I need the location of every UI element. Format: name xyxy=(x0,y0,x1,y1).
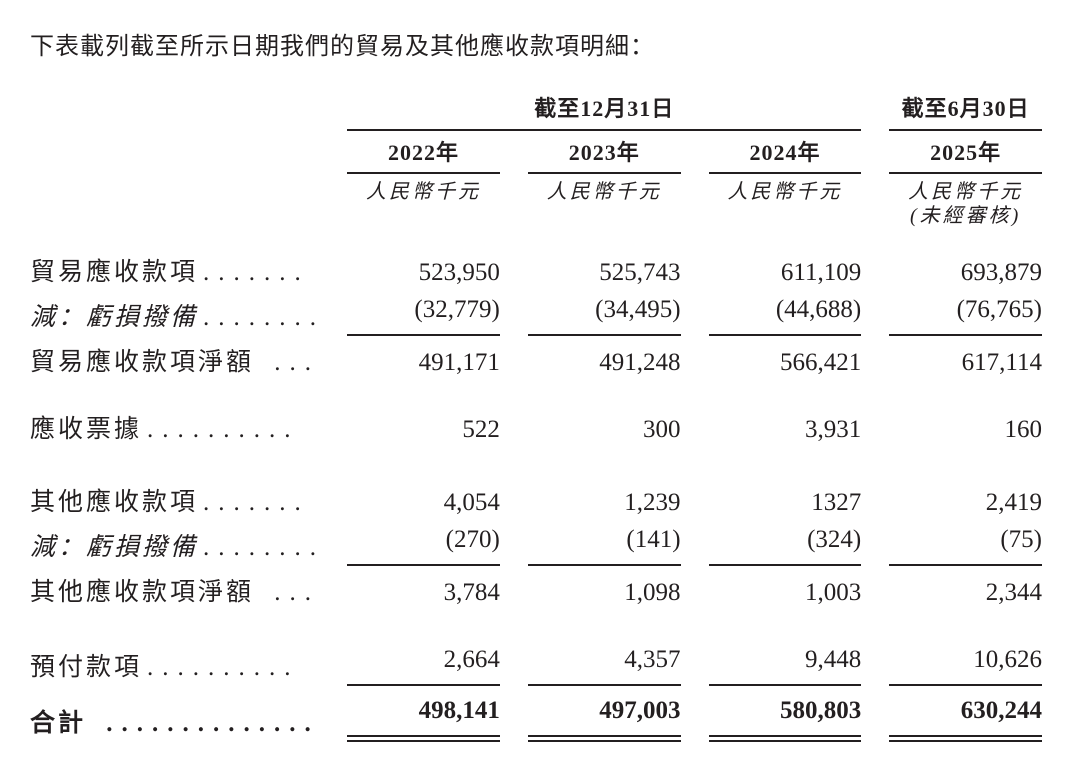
cell-value: (270) xyxy=(347,521,500,566)
document-page: 下表載列截至所示日期我們的貿易及其他應收款項明細： 截至12月31日 截至6月3… xyxy=(30,34,1042,742)
row-label: 其他應收款項....... xyxy=(30,489,310,516)
unit-label: 人民幣千元 xyxy=(908,181,1024,203)
table-row-other-receivables-net: 其他應收款項淨額 ... 3,784 1,098 1,003 2,344 xyxy=(30,566,1042,611)
header-year-2022: 2022年 xyxy=(347,131,500,174)
cell-value: 4,357 xyxy=(527,641,681,686)
spacer-row xyxy=(30,381,1042,411)
spacer-row xyxy=(30,228,1042,254)
receivables-table: 截至12月31日 截至6月30日 2022年 2023年 2024年 2025年… xyxy=(30,94,1042,742)
dot-leader: .......... xyxy=(147,654,300,681)
unaudited-note: (未經審核) xyxy=(910,205,1022,227)
table-row-trade-receivables-net: 貿易應收款項淨額 ... 491,171 491,248 566,421 617… xyxy=(30,336,1042,381)
cell-value: 566,421 xyxy=(780,349,862,376)
cell-value: (324) xyxy=(708,521,862,566)
header-unit-row: 人民幣千元 人民幣千元 人民幣千元 人民幣千元 (未經審核) xyxy=(30,174,1042,228)
cell-total-value: 580,803 xyxy=(708,686,862,742)
cell-value: 617,114 xyxy=(961,349,1042,376)
cell-total-value: 630,244 xyxy=(889,686,1042,742)
row-label: 減：虧損撥備........ xyxy=(30,304,326,331)
dot-leader: ........ xyxy=(203,304,326,331)
row-label: 貿易應收款項....... xyxy=(30,259,310,286)
cell-value: (32,779) xyxy=(347,291,500,336)
row-label-total: 合計 .............. xyxy=(30,710,320,737)
unit-label: 人民幣千元 xyxy=(546,181,662,203)
cell-value: (141) xyxy=(527,521,681,566)
cell-value: (44,688) xyxy=(708,291,862,336)
cell-value: 523,950 xyxy=(418,259,500,286)
cell-value: 2,344 xyxy=(985,579,1042,606)
table-row-bills-receivable: 應收票據.......... 522 300 3,931 160 xyxy=(30,411,1042,448)
row-label: 減：虧損撥備........ xyxy=(30,534,326,561)
header-year-2024: 2024年 xyxy=(708,131,862,174)
header-gap xyxy=(861,94,889,131)
cell-total-value: 497,003 xyxy=(527,686,681,742)
cell-value: 3,784 xyxy=(443,579,500,606)
dot-leader: ....... xyxy=(203,259,310,286)
spacer-row xyxy=(30,448,1042,484)
intro-text: 下表載列截至所示日期我們的貿易及其他應收款項明細： xyxy=(30,34,655,60)
cell-total-value: 498,141 xyxy=(347,686,500,742)
dot-leader: ... xyxy=(259,579,321,606)
table-row-prepayments: 預付款項.......... 2,664 4,357 9,448 10,626 xyxy=(30,641,1042,686)
unit-label-unaudited: 人民幣千元 (未經審核) xyxy=(889,174,1042,228)
dot-leader: .............. xyxy=(91,710,320,737)
dot-leader: .......... xyxy=(147,416,300,443)
unit-label: 人民幣千元 xyxy=(727,181,843,203)
cell-value: 491,171 xyxy=(418,349,500,376)
cell-value: (75) xyxy=(889,521,1042,566)
header-year-2025: 2025年 xyxy=(889,131,1042,174)
cell-value: 4,054 xyxy=(443,489,500,516)
cell-value: 491,248 xyxy=(599,349,681,376)
cell-value: 2,419 xyxy=(985,489,1042,516)
cell-value: (34,495) xyxy=(527,291,681,336)
header-spacer xyxy=(30,94,347,131)
table-row-total: 合計 .............. 498,141 497,003 580,80… xyxy=(30,686,1042,742)
cell-value: (76,765) xyxy=(889,291,1042,336)
row-label: 應收票據.......... xyxy=(30,416,300,443)
cell-value: 1327 xyxy=(811,489,862,516)
row-label: 其他應收款項淨額 ... xyxy=(30,579,321,606)
spacer-row xyxy=(30,611,1042,641)
cell-value: 1,239 xyxy=(624,489,681,516)
table-row-loss-allowance-other: 減：虧損撥備........ (270) (141) (324) (75) xyxy=(30,521,1042,566)
header-group-dec31: 截至12月31日 xyxy=(347,94,862,131)
header-group-jun30: 截至6月30日 xyxy=(889,94,1042,131)
cell-value: 160 xyxy=(1004,416,1043,443)
unit-label: 人民幣千元 xyxy=(366,181,482,203)
cell-value: 1,003 xyxy=(805,579,862,606)
dot-leader: ........ xyxy=(203,534,326,561)
cell-value: 522 xyxy=(462,416,500,443)
table-row-loss-allowance-trade: 減：虧損撥備........ (32,779) (34,495) (44,688… xyxy=(30,291,1042,336)
dot-leader: ... xyxy=(259,349,321,376)
cell-value: 525,743 xyxy=(599,259,681,286)
cell-value: 10,626 xyxy=(889,641,1042,686)
dot-leader: ....... xyxy=(203,489,310,516)
header-year-row: 2022年 2023年 2024年 2025年 xyxy=(30,131,1042,174)
row-label: 貿易應收款項淨額 ... xyxy=(30,349,321,376)
row-label: 預付款項.......... xyxy=(30,654,300,681)
table-row-other-receivables: 其他應收款項....... 4,054 1,239 1327 2,419 xyxy=(30,484,1042,521)
table-row-trade-receivables: 貿易應收款項....... 523,950 525,743 611,109 69… xyxy=(30,254,1042,291)
header-group-row: 截至12月31日 截至6月30日 xyxy=(30,94,1042,131)
cell-value: 1,098 xyxy=(624,579,681,606)
cell-value: 693,879 xyxy=(960,259,1042,286)
cell-value: 2,664 xyxy=(347,641,500,686)
cell-value: 611,109 xyxy=(780,259,862,286)
cell-value: 9,448 xyxy=(708,641,862,686)
cell-value: 300 xyxy=(643,416,681,443)
cell-value: 3,931 xyxy=(805,416,862,443)
header-year-2023: 2023年 xyxy=(527,131,681,174)
